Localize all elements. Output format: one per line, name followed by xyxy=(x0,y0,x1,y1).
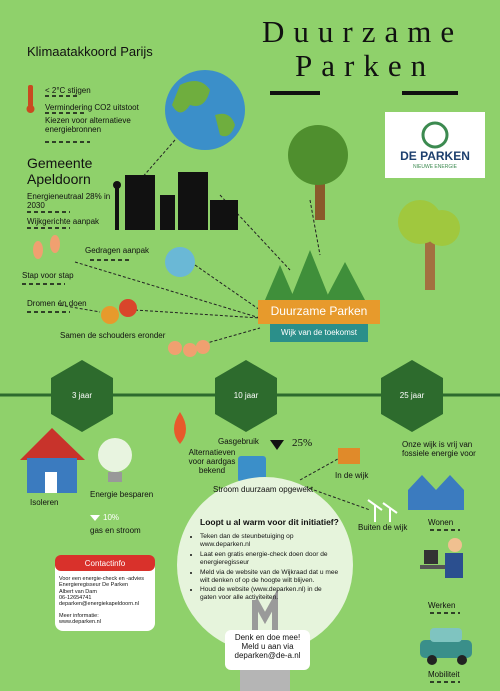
city xyxy=(113,172,238,230)
car xyxy=(420,628,472,665)
heading: Klimaatakkoord Parijs xyxy=(27,45,153,60)
contact-line: deparken@energiekapeldoorn.nl xyxy=(59,601,153,607)
down-arrow xyxy=(270,440,284,450)
principle: Gedragen aanpak xyxy=(85,246,149,255)
down-arrow xyxy=(90,515,100,521)
forest xyxy=(265,250,365,300)
bullet: Houd de website (www.deparken.nl) in de … xyxy=(200,586,340,602)
timeline-label: 10 jaar xyxy=(211,391,281,400)
tree xyxy=(398,200,460,290)
label: Energie besparen xyxy=(90,490,153,499)
logo-tagline: NIEUWE ENERGIE xyxy=(385,165,485,171)
item: Wijkgerichte aanpak xyxy=(27,217,99,226)
timeline-label: 25 jaar xyxy=(377,391,447,400)
contact-line: www.deparken.nl xyxy=(59,619,153,625)
houses xyxy=(408,475,464,510)
label: gas en stroom xyxy=(90,526,141,535)
label: In de wijk xyxy=(335,471,368,480)
bullet: Meld via de website van de Wijkraad dat … xyxy=(200,569,340,585)
banner-title: Duurzame Parken xyxy=(258,305,380,319)
label: Isoleren xyxy=(30,498,58,507)
house xyxy=(20,428,85,493)
bullet: Teken dan de steunbetuiging op www.depar… xyxy=(200,533,340,549)
title-bar xyxy=(402,91,458,95)
wind-turbines xyxy=(368,500,397,522)
worker xyxy=(420,538,463,578)
heading: Gemeente Apeldoorn xyxy=(27,155,122,187)
thermometer xyxy=(27,105,35,113)
call-list: Teken dan de steunbetuiging op www.depar… xyxy=(190,533,340,604)
timeline-label: 3 jaar xyxy=(47,391,117,400)
percentage: 10% xyxy=(103,513,119,522)
bulb xyxy=(98,438,132,482)
principle: Dromen én doen xyxy=(27,299,87,308)
label: Buiten de wijk xyxy=(358,523,407,532)
principle: Samen de schouders eronder xyxy=(60,331,165,340)
solar-panel xyxy=(338,448,360,464)
call-title: Loopt u al warm voor dit initiatief? xyxy=(200,518,339,528)
item: Energieneutraal 28% in 2030 xyxy=(27,192,112,210)
bullet: Laat een gratis energie-check doen door … xyxy=(200,551,340,567)
people xyxy=(168,340,210,357)
contact-title: Contactinfo xyxy=(55,559,155,568)
label: Wonen xyxy=(428,518,453,527)
title-bar xyxy=(270,91,320,95)
signup: Denk en doe mee! Meld u aan via deparken… xyxy=(229,633,306,661)
footprints xyxy=(33,235,60,259)
logo-name: DE PARKEN xyxy=(385,150,485,164)
item: Vermindering CO2 uitstoot xyxy=(45,103,139,112)
item: < 2°C stijgen xyxy=(45,86,91,95)
title: Duurzame xyxy=(262,14,463,50)
percentage: 25% xyxy=(292,437,312,450)
thermometer xyxy=(28,85,33,107)
item: Kiezen voor alternatieve energiebronnen xyxy=(45,116,160,134)
principle: Stap voor stap xyxy=(22,271,74,280)
label: Mobiliteit xyxy=(428,670,460,679)
gears xyxy=(101,299,137,324)
label: Alternatieven voor aardgas bekend xyxy=(187,448,237,476)
label: Onze wijk is vrij van fossiele energie v… xyxy=(402,440,492,458)
title: Parken xyxy=(295,48,435,84)
tree xyxy=(288,125,348,220)
hands-earth xyxy=(165,247,195,277)
label: Werken xyxy=(428,601,455,610)
label: Stroom duurzaam opgewekt xyxy=(213,485,313,494)
contact-lines: Voor een energie-check en -advies Energi… xyxy=(59,576,153,625)
poster: Duurzame Parken Klimaatakkoord Parijs < … xyxy=(0,0,500,691)
label: Gasgebruik xyxy=(218,437,259,446)
flame xyxy=(174,412,186,444)
banner-subtitle: Wijk van de toekomst xyxy=(270,328,368,337)
